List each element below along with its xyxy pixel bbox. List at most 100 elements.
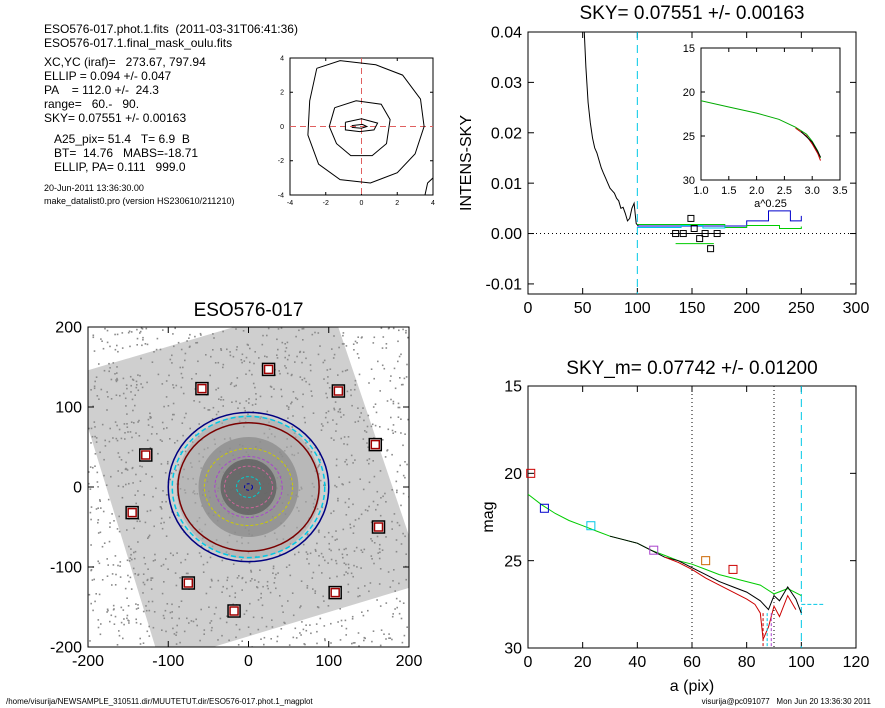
y-tick-label: 15: [683, 43, 695, 55]
y-tick-label: 0.03: [491, 75, 522, 92]
galaxy-core: [220, 459, 277, 515]
y-tick-label: 200: [55, 320, 82, 337]
x-tick-label: -100: [152, 653, 184, 670]
x-tick-label: 0: [524, 654, 533, 671]
galaxy-title: ESO576-017: [194, 300, 304, 321]
masked-star-inner: [183, 578, 194, 588]
data-marker: [690, 225, 698, 232]
x-tick-label: 2.0: [749, 185, 764, 197]
masked-star-inner: [370, 439, 381, 450]
masked-star-inner: [330, 587, 340, 598]
x-tick-label: 0: [244, 653, 253, 670]
x-tick-label: 3.0: [805, 185, 820, 197]
y-tick-label: 0.04: [491, 25, 522, 42]
masked-star: [261, 362, 276, 377]
data-marker: [526, 468, 536, 478]
x-tick-label: 200: [733, 300, 760, 317]
mag-ylabel: mag: [480, 501, 497, 532]
masked-star-inner: [141, 450, 151, 460]
x-tick-label: 150: [679, 300, 706, 317]
masked-star: [139, 448, 153, 462]
y-tick-label: 0: [280, 124, 284, 131]
data-marker: [649, 545, 659, 555]
isophote-ellipse: [203, 447, 294, 527]
y-tick-label: 0.00: [491, 226, 522, 243]
y-tick-label: 30: [504, 641, 522, 658]
inset-line: [800, 131, 821, 158]
fits-filename: ESO576-017.phot.1.fits (2011-03-31T06:41…: [44, 22, 298, 36]
masked-star-inner: [197, 383, 207, 394]
timestamp: 20-Jun-2011 13:36:30.00: [44, 183, 144, 193]
data-marker: [539, 503, 549, 513]
y-tick-label: 0: [73, 480, 82, 497]
mask-filename: ESO576-017.1.final_mask_oulu.fits: [44, 36, 233, 50]
mag-profile-line: [609, 535, 802, 614]
masked-star-inner: [229, 606, 239, 616]
data-marker: [713, 230, 721, 238]
y-tick-label: -200: [50, 640, 82, 657]
x-tick-label: 250: [788, 300, 815, 317]
masked-star-inner: [373, 522, 384, 532]
x-tick-label: 1.5: [721, 185, 736, 197]
mag-frame: [527, 385, 857, 649]
inset-background: [701, 48, 840, 180]
data-marker: [586, 521, 596, 531]
data-marker: [687, 214, 695, 222]
masked-star: [181, 576, 196, 590]
isophote-ellipse: [167, 411, 330, 563]
y-tick-label: 4: [280, 55, 284, 62]
data-marker: [701, 230, 709, 238]
ellipticity: ELLIP = 0.094 +/- 0.047: [44, 69, 172, 83]
x-tick-label: 200: [396, 653, 423, 670]
footer-user: visurija@pc091077 Mon Jun 20 13:36:30 20…: [701, 697, 871, 706]
masked-star: [331, 384, 346, 398]
data-marker: [679, 230, 687, 238]
contour-line: [344, 118, 379, 133]
x-tick-label: 3.5: [832, 185, 847, 197]
contour-line: [424, 177, 433, 195]
x-tick-label: 20: [574, 654, 592, 671]
mag-profile-line: [528, 493, 802, 597]
y-tick-label: 20: [504, 466, 522, 483]
x-tick-label: -200: [72, 653, 104, 670]
isophote-ellipse: [171, 415, 326, 559]
x-tick-label: 0: [360, 200, 364, 207]
center-coords: XC,YC (iraf)= 273.67, 797.94: [44, 55, 206, 69]
y-tick-label: 25: [683, 131, 695, 143]
x-tick-label: 120: [843, 654, 870, 671]
isophote-ellipse: [214, 456, 283, 518]
contour-line: [328, 100, 391, 157]
masked-star-inner: [263, 364, 274, 375]
y-tick-label: 100: [55, 400, 82, 417]
isophote-ellipse: [223, 465, 274, 509]
x-tick-label: 1.0: [693, 185, 708, 197]
inset-xlabel: a^0.25: [754, 198, 787, 210]
y-tick-label: -4: [278, 192, 284, 199]
masked-star: [227, 604, 241, 618]
y-tick-label: 20: [683, 87, 695, 99]
mag-title: SKY_m= 0.07742 +/- 0.01200: [566, 358, 817, 379]
sky-value: SKY= 0.07551 +/- 0.00163: [44, 111, 187, 125]
data-marker: [672, 230, 680, 238]
mag-xlabel: a (pix): [670, 678, 714, 695]
data-marker: [701, 556, 711, 566]
masked-star: [328, 585, 342, 600]
x-tick-label: 80: [738, 654, 756, 671]
header-info: ESO576-017.phot.1.fits (2011-03-31T06:41…: [44, 22, 298, 208]
data-marker: [696, 235, 704, 243]
profile-line: [637, 225, 726, 229]
masked-star: [371, 520, 386, 534]
a25-type: A25_pix= 51.4 T= 6.9 B: [54, 132, 190, 146]
sky-ylabel: INTENS-SKY: [458, 115, 475, 211]
x-tick-label: 60: [683, 654, 701, 671]
program-version: make_datalist0.pro (version HS230610/211…: [44, 196, 235, 206]
x-tick-label: 100: [788, 654, 815, 671]
y-tick-label: 15: [504, 379, 522, 396]
y-tick-label: 2: [280, 90, 284, 97]
data-marker: [728, 564, 738, 574]
isophote-ellipse: [243, 483, 254, 491]
x-tick-label: -4: [287, 200, 293, 207]
y-tick-label: 0.01: [491, 176, 522, 193]
profile-line: [583, 32, 639, 227]
